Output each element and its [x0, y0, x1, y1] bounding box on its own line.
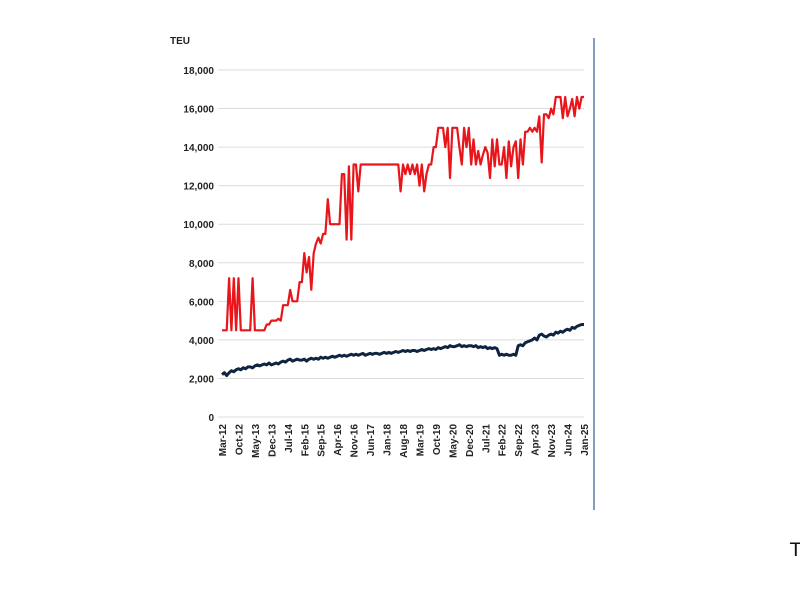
x-tick-label: Jun-24 [564, 424, 575, 457]
x-tick-label: Sep-15 [317, 424, 328, 457]
x-tick-label: Jun-17 [366, 424, 377, 457]
x-tick-label: Aug-18 [399, 424, 410, 458]
x-tick-label: Nov-23 [547, 424, 558, 458]
x-tick-label: May-13 [251, 424, 262, 458]
x-tick-label: Jan-18 [383, 424, 394, 456]
x-tick-label: Oct-19 [432, 424, 443, 456]
x-tick-label: Sep-22 [514, 424, 525, 457]
x-tick-label: Dec-13 [267, 424, 278, 457]
x-tick-label: Mar-12 [218, 424, 229, 457]
x-tick-label: Oct-12 [234, 424, 245, 456]
y-tick-label: 16,000 [183, 105, 214, 116]
series-line [221, 323, 584, 378]
y-tick-label: 0 [208, 413, 214, 424]
x-tick-label: Dec-20 [465, 424, 476, 457]
y-tick-label: 12,000 [183, 182, 214, 193]
x-tick-label: Feb-15 [300, 424, 311, 457]
x-tick-label: Jan-25 [580, 424, 591, 456]
x-tick-label: Nov-16 [350, 424, 361, 458]
x-tick-label: Mar-19 [415, 424, 426, 457]
caption: نمودار ورود کشتی ها به بنادر آفریقایی از… [789, 537, 800, 561]
x-tick-label: Jul-21 [481, 424, 492, 453]
y-tick-label: 2,000 [189, 374, 214, 385]
y-tick-label: 8,000 [189, 259, 214, 270]
x-tick-label: Apr-23 [531, 424, 542, 456]
x-tick-label: Apr-16 [333, 424, 344, 456]
y-tick-label: 6,000 [189, 297, 214, 308]
x-tick-label: Jul-14 [284, 424, 295, 453]
x-tick-label: May-20 [448, 424, 459, 458]
y-tick-label: 14,000 [183, 143, 214, 154]
series-line [222, 95, 584, 332]
x-tick-label: Feb-22 [498, 424, 509, 457]
y-tick-label: 10,000 [183, 220, 214, 231]
y-axis-label: TEU [170, 36, 190, 47]
y-tick-label: 18,000 [183, 66, 214, 77]
y-tick-label: 4,000 [189, 336, 214, 347]
